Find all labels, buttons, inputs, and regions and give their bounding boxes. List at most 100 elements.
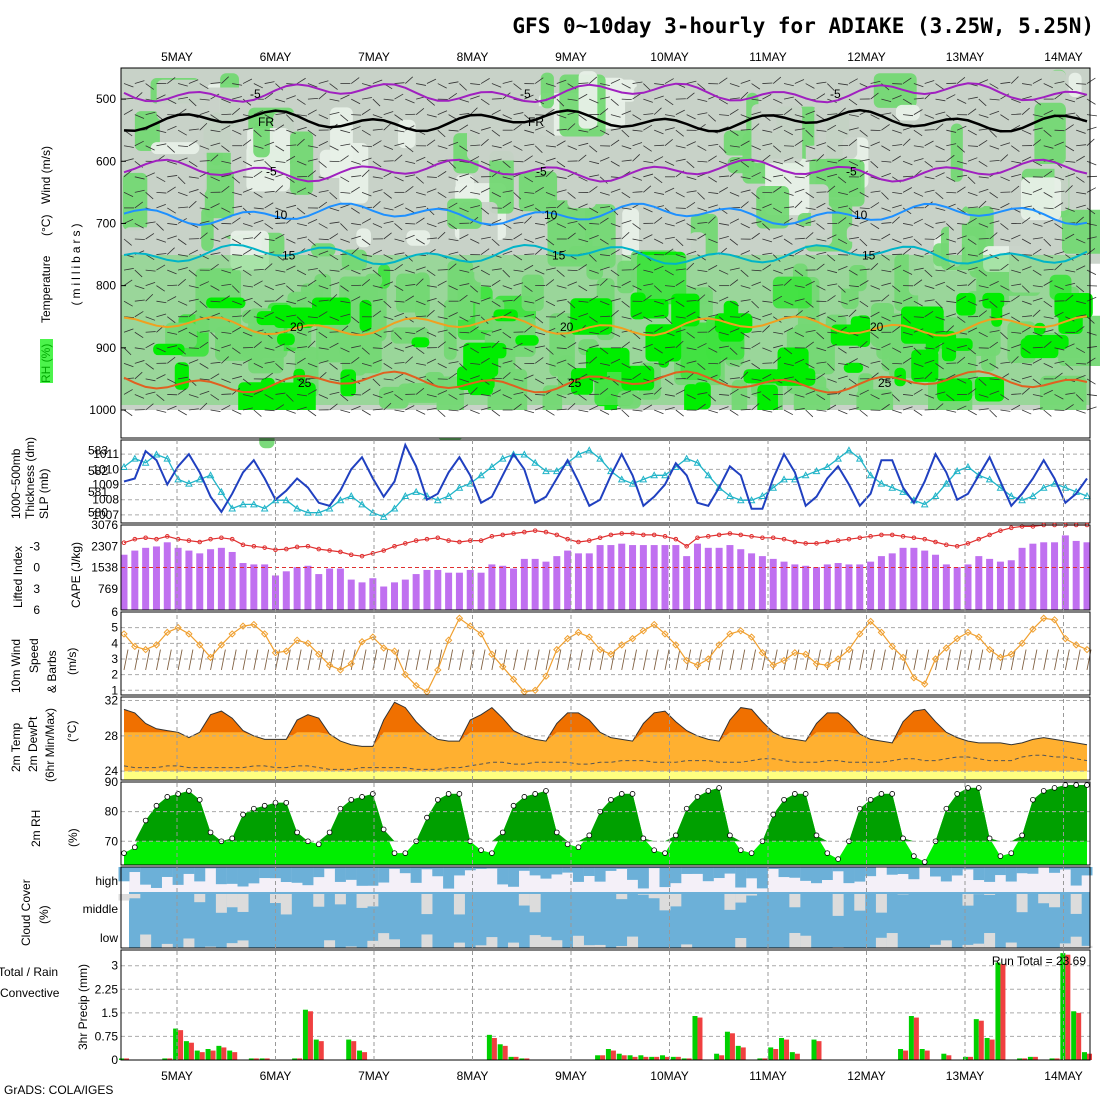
wind-barb: [178, 376, 189, 380]
wind-barb: [664, 285, 676, 287]
wind-barb: [967, 278, 976, 286]
wind-barb: [1021, 95, 1032, 100]
wind-barb: [351, 235, 361, 240]
wind-barb: [837, 409, 848, 415]
wind-barb: [686, 238, 697, 241]
date-label-top: 14MAY: [1044, 50, 1082, 64]
wind-barb: [535, 394, 546, 396]
wind-barb: [664, 78, 674, 84]
wind-barb: [762, 300, 773, 303]
wind-barb: [935, 111, 946, 116]
wind-barb: [729, 97, 740, 100]
cape-bar: [336, 568, 344, 610]
wind-barb: [729, 83, 740, 88]
thickness-point: [325, 504, 334, 512]
wind-barb: [177, 362, 188, 367]
wind-barb: [372, 189, 383, 193]
wind-barb: [643, 393, 654, 395]
wind-barb: [902, 138, 911, 147]
wind-barb: [902, 269, 913, 275]
wind-barb: [416, 205, 427, 209]
wind-barb: [545, 145, 556, 148]
wind-barb: [686, 160, 695, 169]
rh-point: [283, 799, 290, 806]
cloud-high-bar: [854, 867, 866, 882]
thickness-point: [899, 487, 907, 495]
wind-barb: [1065, 316, 1075, 322]
wind-barb: [145, 403, 154, 411]
wind-barb: [772, 356, 782, 364]
wind-barb: [480, 236, 491, 240]
wind-barb: [1065, 112, 1076, 116]
rh-patch: [688, 103, 704, 161]
wind-barb: [199, 192, 209, 199]
wind-barb: [156, 285, 165, 292]
li-point: [879, 532, 884, 538]
wind-barb: [296, 160, 307, 166]
cloud-high-bar: [356, 867, 368, 886]
thickness-point: [769, 483, 778, 491]
cloud-low-gap: [389, 939, 401, 948]
slp-tick-label: 1011: [93, 447, 119, 461]
rh-point: [207, 829, 214, 836]
li-point: [175, 536, 181, 542]
wind-point: [942, 644, 951, 652]
pressure-axis-label: (millibars): [69, 221, 83, 306]
wind-barb: [437, 280, 447, 286]
wind-barb: [1032, 237, 1043, 240]
wind-barb: [307, 238, 316, 246]
wind-barb: [578, 649, 583, 671]
rh-point: [348, 796, 355, 803]
wind-barb: [946, 143, 957, 147]
cloud-mid-gap: [637, 894, 649, 895]
wind-barb: [123, 649, 129, 671]
rh-point: [1040, 788, 1047, 794]
rh2m-title: 2m RH: [29, 810, 43, 847]
wind-barb: [524, 394, 533, 402]
isotherm-label: 10: [854, 208, 868, 222]
wind-barb: [675, 279, 685, 286]
wind-barb: [1011, 331, 1022, 334]
thickness-point: [271, 496, 280, 504]
cloud-level-label: high: [95, 874, 118, 888]
cape-bar: [769, 558, 777, 610]
wind-barb: [632, 263, 641, 271]
wind-barb: [697, 222, 708, 224]
cloud-high-bar: [897, 867, 909, 875]
wind-barb: [578, 154, 587, 162]
rh-point: [1019, 832, 1025, 839]
wind-barb: [459, 145, 469, 152]
rh-high-patch: [694, 382, 711, 410]
cloud-high-bar: [118, 867, 130, 882]
wind-barb: [805, 378, 816, 381]
cape-bar: [455, 572, 463, 610]
wind-barb: [545, 377, 556, 380]
wind-barb: [253, 300, 263, 308]
wind-barb: [221, 185, 230, 193]
wind-barb: [978, 408, 989, 411]
thickness-point: [130, 454, 139, 462]
wind-barb: [351, 223, 362, 226]
wind-barb: [480, 269, 491, 276]
cloud-high-bar: [767, 867, 779, 869]
wind-barb: [556, 114, 567, 119]
thickness-line: [123, 449, 1088, 518]
wind-barb: [134, 331, 144, 339]
wind-barb: [978, 249, 988, 255]
rh-patch: [489, 150, 514, 214]
wind-barb: [1011, 378, 1021, 383]
wind-barb: [177, 300, 188, 306]
wind-barb: [1086, 126, 1097, 131]
wind-barb: [394, 300, 405, 303]
wind-barb: [686, 250, 697, 255]
wind-barb: [1021, 409, 1032, 415]
wind-barb: [729, 328, 740, 333]
wind-barb: [859, 145, 870, 149]
wind-barb: [708, 191, 719, 194]
wind-barb: [253, 341, 262, 349]
isotherm-label: FR: [528, 115, 544, 129]
wind-barb: [253, 219, 264, 224]
wind-barb: [599, 278, 608, 286]
wind-barb: [935, 232, 944, 240]
li-point: [132, 536, 138, 542]
